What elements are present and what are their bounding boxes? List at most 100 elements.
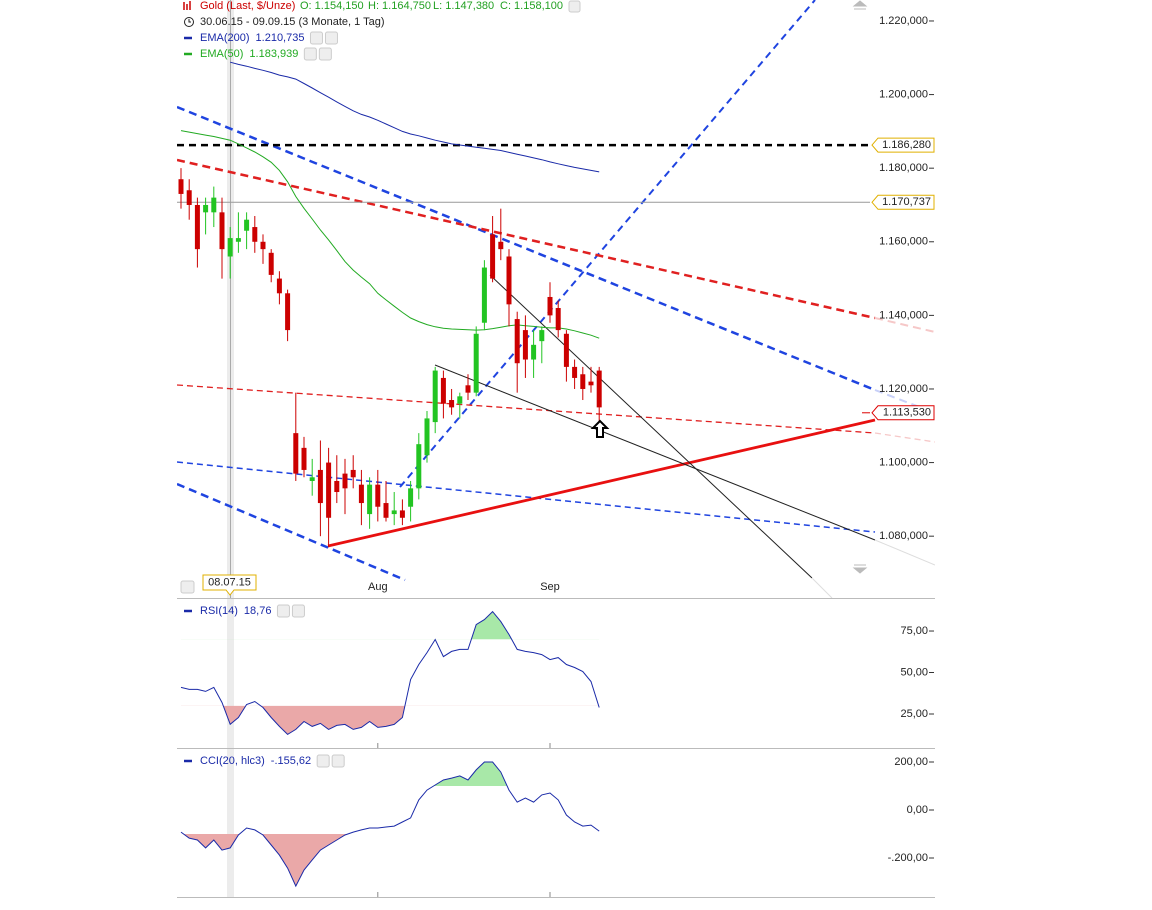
candle-body xyxy=(219,212,225,250)
candle-body xyxy=(285,293,291,331)
crosshair-label: 08.07.15 xyxy=(208,576,251,588)
y-tick-label: 1.200,000 xyxy=(879,88,928,100)
legend-button[interactable] xyxy=(303,47,317,61)
legend-button[interactable] xyxy=(276,604,290,618)
candle-body xyxy=(194,204,200,250)
y-tick-label: 1.100,000 xyxy=(879,456,928,468)
legend-button[interactable] xyxy=(291,604,305,618)
candle-body xyxy=(260,241,266,250)
legend-button[interactable] xyxy=(309,31,323,45)
candle-body xyxy=(252,227,258,242)
price-header: Gold (Last, $/Unze) O: 1.154,150 H: 1.16… xyxy=(183,0,581,28)
level-label-box xyxy=(871,194,935,210)
candle-body xyxy=(350,469,356,478)
candle-body xyxy=(367,484,373,515)
y-tick-label: 25,00 xyxy=(900,708,928,720)
candle-body xyxy=(572,366,578,378)
candle-body xyxy=(309,477,315,481)
candle-body xyxy=(276,278,282,294)
band-fill xyxy=(181,834,600,887)
trend-line xyxy=(177,105,876,392)
candle-body xyxy=(203,204,209,213)
trend-line xyxy=(177,158,876,320)
trend-line xyxy=(489,274,813,579)
clock-icon xyxy=(184,17,194,27)
trend-line xyxy=(811,577,833,598)
candle-body xyxy=(399,510,405,518)
candle-body xyxy=(235,238,241,242)
candle-body xyxy=(473,333,479,393)
candle-body xyxy=(440,377,446,404)
legend-value: 1.210,735 xyxy=(256,32,305,44)
candle-body xyxy=(342,473,348,489)
legend-name: EMA(200) xyxy=(200,32,250,44)
candle-body xyxy=(416,444,422,489)
candle-body xyxy=(186,190,192,205)
candle-body xyxy=(317,469,323,504)
crosshair-date: 08.07.15 xyxy=(202,574,257,596)
candle-body xyxy=(383,503,389,518)
candle-body xyxy=(457,396,463,404)
level-label: 1.113,530 xyxy=(883,407,931,419)
trend-line xyxy=(177,482,406,582)
header-value: O: 1.154,150 xyxy=(300,0,364,12)
legend-name: CCI(20, hlc3) xyxy=(200,755,265,767)
chart-subtitle: 30.06.15 - 09.09.15 (3 Monate, 1 Tag) xyxy=(200,16,384,28)
arrow-marker xyxy=(590,419,610,438)
candle-body xyxy=(391,510,397,515)
band-fill xyxy=(471,611,512,640)
series-line xyxy=(180,610,600,736)
candle-body xyxy=(481,267,487,323)
y-tick-label: 1.140,000 xyxy=(879,309,928,321)
legend-button[interactable] xyxy=(318,47,332,61)
candle-body xyxy=(358,484,364,504)
trend-line xyxy=(177,461,876,533)
level-label-box xyxy=(871,405,935,421)
candle-body xyxy=(326,462,332,518)
header-button[interactable] xyxy=(568,0,581,13)
candle-body xyxy=(580,374,586,389)
candle-body xyxy=(375,484,381,507)
legend-value: -.155,62 xyxy=(271,755,311,767)
candle-body xyxy=(408,488,414,507)
crosshair-box xyxy=(202,574,257,596)
chart-title: Gold (Last, $/Unze) xyxy=(200,0,295,12)
legend-button[interactable] xyxy=(324,31,338,45)
legend-button[interactable] xyxy=(331,754,345,768)
candle-icon xyxy=(183,1,191,10)
level-label: 1.186,280 xyxy=(882,139,931,151)
series-line xyxy=(180,761,600,888)
legend-button[interactable] xyxy=(316,754,330,768)
y-tick-label: -.200,00 xyxy=(888,852,928,864)
band-fill xyxy=(181,705,600,735)
candle-body xyxy=(334,480,340,493)
y-tick-label: 200,00 xyxy=(894,756,928,768)
legend-value: 18,76 xyxy=(244,605,272,617)
candle-body xyxy=(293,433,299,474)
legend-name: EMA(50) xyxy=(200,48,243,60)
header-value: H: 1.164,750 xyxy=(368,0,431,12)
settings-button[interactable] xyxy=(180,580,195,594)
candle-body xyxy=(563,333,569,367)
y-tick-label: 75,00 xyxy=(900,625,928,637)
scroll-up[interactable] xyxy=(852,0,868,10)
trend-line xyxy=(434,364,876,541)
candle-body xyxy=(531,344,537,360)
level-label: 1.170,737 xyxy=(882,196,931,208)
trend-line xyxy=(874,317,935,333)
trend-lines xyxy=(177,0,935,598)
candle-body xyxy=(596,370,602,408)
candle-body xyxy=(268,252,274,275)
candle-body xyxy=(555,308,561,331)
scroll-down[interactable] xyxy=(852,564,868,574)
y-tick-label: 0,00 xyxy=(907,804,928,816)
legend-name: RSI(14) xyxy=(200,605,238,617)
y-tick-label: 1.180,000 xyxy=(879,162,928,174)
candle-body xyxy=(498,241,504,250)
candle-body xyxy=(588,381,594,386)
y-tick-label: 1.160,000 xyxy=(879,236,928,248)
candle-body xyxy=(547,296,553,316)
candle-body xyxy=(432,370,438,423)
